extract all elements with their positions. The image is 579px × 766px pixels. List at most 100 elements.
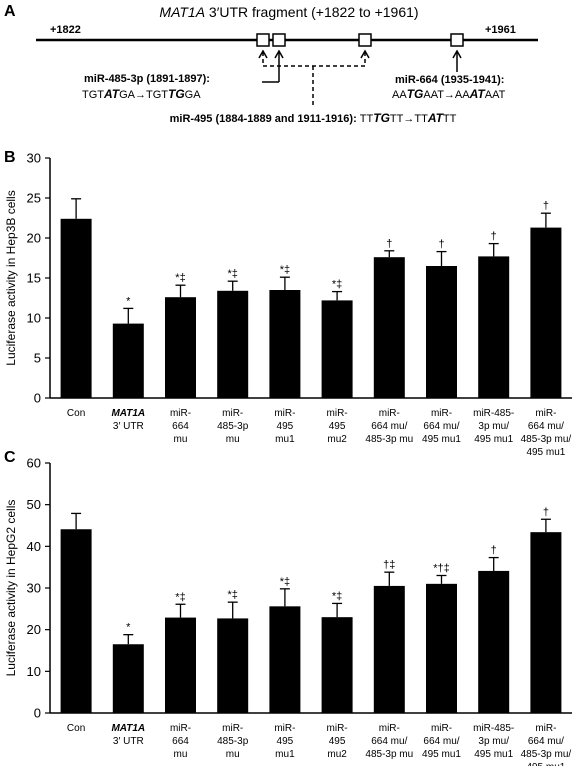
bar [269, 290, 301, 398]
category-label: miR- [274, 408, 295, 419]
category-label: 485-3p mu/ [521, 749, 572, 760]
bar [321, 617, 353, 713]
significance-mark: *‡ [227, 589, 237, 601]
panel-b-label: B [4, 149, 16, 166]
y-tick-label: 10 [27, 311, 41, 326]
bar [269, 606, 301, 713]
bar [426, 266, 457, 398]
panel-a-label: A [4, 3, 16, 20]
mir664-seq-segment: AAT [485, 89, 506, 101]
category-label: 3′ UTR [113, 421, 144, 432]
category-label: 664 mu/ [423, 736, 459, 747]
y-tick-label: 0 [34, 706, 41, 721]
bar [217, 290, 249, 398]
significance-mark: *‡ [227, 268, 237, 280]
significance-mark: † [386, 238, 392, 250]
significance-mark: † [438, 239, 444, 251]
mir495-label: miR-495 (1884-1889 and 1911-1916): TTTGT… [170, 111, 457, 125]
significance-mark: *‡ [332, 279, 342, 291]
bar [321, 300, 353, 398]
category-label: miR- [170, 723, 191, 734]
category-label: 495 mu1 [474, 749, 513, 760]
category-label: 495 [329, 736, 346, 747]
significance-mark: * [126, 295, 131, 307]
y-axis-label: Luciferase activity in Hep3B cells [4, 190, 18, 365]
significance-mark: † [491, 231, 497, 243]
category-label: Con [67, 408, 85, 419]
y-tick-label: 20 [27, 622, 41, 637]
bar [112, 644, 144, 713]
y-tick-label: 15 [27, 271, 41, 286]
category-label: miR- [222, 408, 243, 419]
category-label: miR- [431, 723, 452, 734]
mir495-seq-segment: TT [360, 113, 374, 125]
y-tick-label: 30 [27, 581, 41, 596]
category-label: 664 mu/ [528, 736, 564, 747]
bar [373, 257, 405, 398]
significance-mark: *‡ [332, 590, 342, 602]
category-label: mu2 [327, 434, 347, 445]
category-label: 495 [277, 736, 294, 747]
mir495-seq-segment: TT [443, 113, 457, 125]
mir495-seq-segment: TG [373, 111, 390, 125]
mir495-connector [262, 52, 366, 67]
y-tick-label: 10 [27, 664, 41, 679]
category-label: 664 mu/ [423, 421, 459, 432]
category-label: 485-3p mu [365, 749, 413, 760]
category-label: 495 mu1 [422, 749, 461, 760]
category-label: MAT1A [111, 723, 145, 734]
mir664-label: miR-664 (1935-1941): [395, 74, 504, 86]
significance-mark: † [543, 506, 549, 518]
significance-mark: † [491, 545, 497, 557]
category-label: mu2 [327, 749, 347, 760]
mir664-seq-segment: AAT→AA [423, 89, 470, 101]
category-label: mu [226, 749, 240, 760]
category-label: 495 mu1 [526, 447, 565, 458]
mir495-seq-segment: TT→TT [390, 113, 428, 125]
category-label: 3p mu/ [478, 421, 509, 432]
mir664-seq-segment: AA [392, 89, 407, 101]
mir664-seq-segment: TG [407, 87, 424, 101]
mir485-label: miR-485-3p (1891-1897): [84, 73, 210, 85]
utr-start-position: +1822 [50, 24, 81, 36]
bar [60, 218, 92, 398]
category-label: 664 [172, 421, 189, 432]
mir485-seq-segment: AT [103, 87, 121, 101]
utr-title-rest: 3′UTR fragment (+1822 to +1961) [205, 4, 419, 20]
category-label: miR- [431, 408, 452, 419]
significance-mark: * [126, 622, 131, 634]
mir485-arrowhead [274, 49, 284, 59]
significance-mark: †‡ [383, 559, 395, 571]
mir485-seq-segment: GA [185, 89, 202, 101]
bar [60, 529, 92, 713]
category-label: 3p mu/ [478, 736, 509, 747]
category-label: miR- [274, 723, 295, 734]
category-label: miR-485- [473, 408, 514, 419]
bar [112, 323, 144, 398]
utr-end-position: +1961 [485, 24, 516, 36]
panel-c-label: C [4, 449, 16, 466]
y-tick-label: 20 [27, 231, 41, 246]
mir495-arrowhead-1 [258, 49, 268, 59]
category-label: miR- [535, 723, 556, 734]
utr-title-gene: MAT1A [159, 4, 205, 20]
mir664-seq-segment: AT [469, 87, 487, 101]
bar [165, 617, 196, 713]
bar [165, 297, 196, 398]
mir664-sequence: AATGAAT→AAATAAT [392, 87, 506, 101]
site-box-1891 [272, 33, 286, 47]
y-axis-label: Luciferase activity in HepG2 cells [4, 500, 18, 677]
utr-fragment-title: MAT1A 3′UTR fragment (+1822 to +1961) [159, 4, 418, 20]
category-label: 664 mu/ [371, 421, 407, 432]
y-tick-label: 0 [34, 391, 41, 406]
site-box-1884 [256, 33, 270, 47]
significance-mark: *‡ [280, 576, 290, 588]
category-label: miR- [379, 408, 400, 419]
significance-mark: *‡ [280, 264, 290, 276]
category-label: mu1 [275, 434, 295, 445]
category-label: Con [67, 723, 85, 734]
bar [530, 227, 562, 398]
category-label: 495 [329, 421, 346, 432]
y-tick-label: 40 [27, 539, 41, 554]
